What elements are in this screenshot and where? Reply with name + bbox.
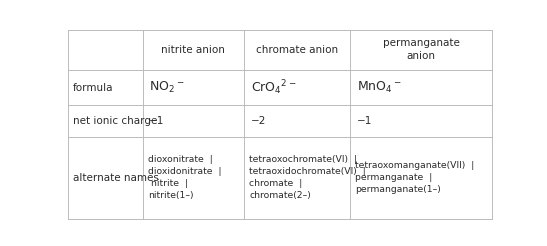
Text: −2: −2 — [251, 116, 266, 126]
Text: −1: −1 — [357, 116, 372, 126]
Text: nitrite anion: nitrite anion — [161, 45, 225, 55]
Text: tetraoxomanganate(VII)  |
permanganate  |
permanganate(1–): tetraoxomanganate(VII) | permanganate | … — [356, 161, 475, 194]
Text: tetraoxochromate(VI)  |
tetraoxidochromate(VI)  |
chromate  |
chromate(2–): tetraoxochromate(VI) | tetraoxidochromat… — [249, 155, 366, 200]
Text: net ionic charge: net ionic charge — [73, 116, 157, 126]
Text: MnO$_4$$^-$: MnO$_4$$^-$ — [357, 80, 401, 95]
Text: formula: formula — [73, 83, 113, 93]
Text: NO$_2$$^-$: NO$_2$$^-$ — [149, 80, 184, 95]
Text: chromate anion: chromate anion — [256, 45, 339, 55]
Text: dioxonitrate  |
dioxidonitrate  |
 nitrite  |
nitrite(1–): dioxonitrate | dioxidonitrate | nitrite … — [148, 155, 221, 200]
Text: alternate names: alternate names — [73, 173, 159, 183]
Text: CrO$_4$$^{2-}$: CrO$_4$$^{2-}$ — [251, 78, 296, 97]
Text: permanganate
anion: permanganate anion — [383, 38, 459, 62]
Text: −1: −1 — [149, 116, 164, 126]
